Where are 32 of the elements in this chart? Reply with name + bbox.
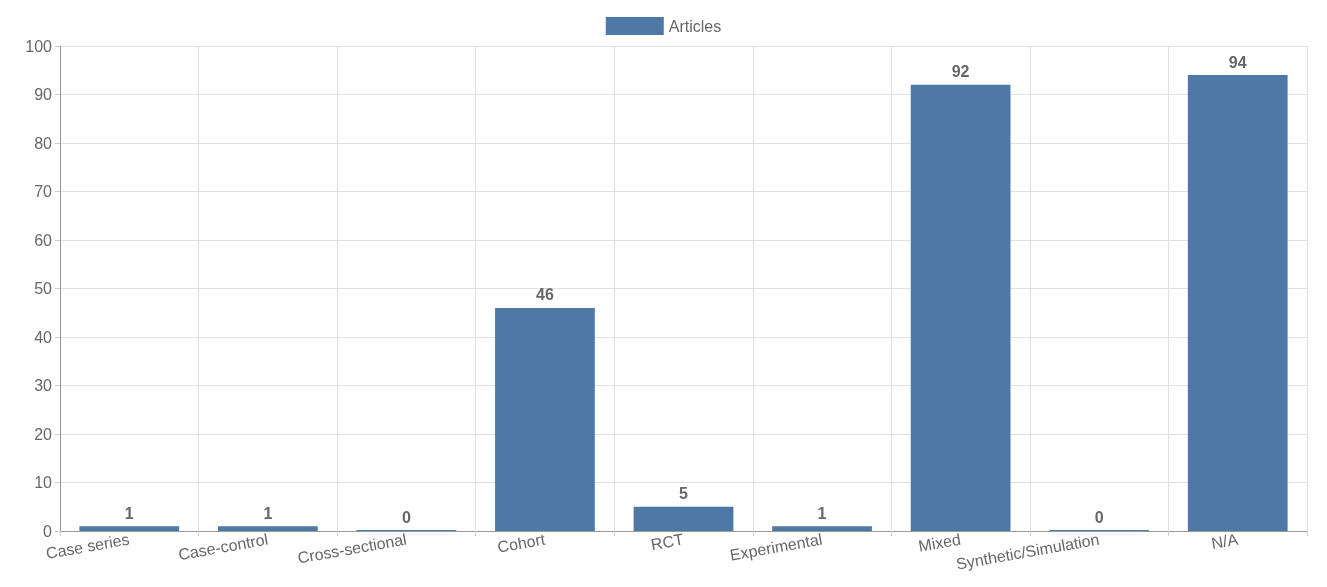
- bar: [217, 526, 318, 531]
- data-label: 0: [1094, 508, 1104, 526]
- bar: [633, 506, 734, 531]
- data-label: 1: [263, 504, 273, 522]
- bar: [910, 84, 1011, 531]
- x-tick-label: Case-control: [177, 530, 270, 564]
- data-label: 0: [401, 508, 411, 526]
- bar: [79, 526, 180, 531]
- bar: [495, 307, 595, 531]
- data-label: 92: [951, 63, 970, 81]
- y-tick-label: 70: [34, 183, 53, 200]
- y-tick-label: 60: [34, 231, 53, 249]
- data-label: 1: [124, 504, 134, 522]
- data-label: 46: [536, 286, 554, 304]
- y-tick-label: 10: [34, 474, 53, 491]
- data-label: 94: [1228, 53, 1247, 71]
- y-tick-label: 90: [34, 86, 53, 103]
- x-tick-label: N/A: [1209, 530, 1240, 553]
- y-tick-label: 100: [25, 37, 53, 55]
- x-tick-label: Cohort: [496, 530, 547, 556]
- bar: [772, 526, 872, 531]
- y-tick-label: 20: [34, 425, 53, 443]
- y-tick-label: 40: [34, 328, 53, 346]
- legend-label: Articles: [668, 17, 722, 35]
- y-tick-label: 30: [34, 377, 53, 394]
- y-tick-label: 50: [34, 280, 53, 297]
- y-tick-label: 0: [43, 522, 53, 540]
- x-tick-label: RCT: [649, 530, 686, 554]
- bar: [1187, 75, 1288, 531]
- y-tick-label: 80: [34, 134, 53, 152]
- data-label: 5: [679, 485, 689, 503]
- data-label: 1: [817, 504, 827, 522]
